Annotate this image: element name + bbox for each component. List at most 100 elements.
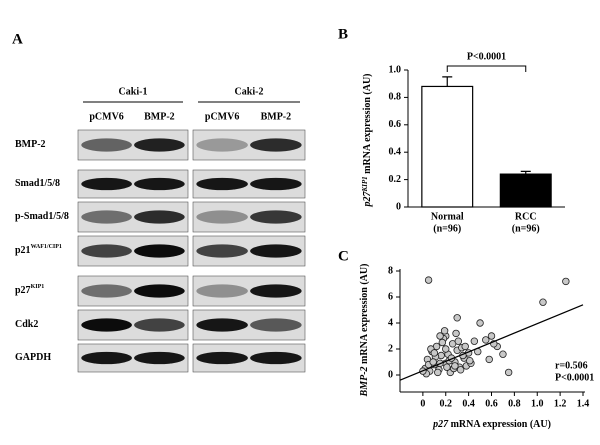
point [440, 327, 449, 335]
y-tick-label: 2 [388, 343, 393, 354]
lane-label: BMP-2 [261, 111, 292, 122]
significance-bracket [446, 65, 527, 72]
bar [499, 173, 552, 208]
panel-label: B [338, 26, 348, 42]
sample-size: (n=96) [433, 223, 461, 234]
band [134, 284, 185, 298]
protein: Cdk2 [15, 319, 38, 330]
band [250, 284, 302, 298]
protein: p-Smad1/5/8 [15, 211, 69, 222]
band [196, 318, 248, 332]
x-tick-label: 0.8 [508, 398, 521, 409]
y-tick-label: 1.0 [389, 64, 402, 75]
error-bar [442, 76, 453, 87]
point [424, 276, 433, 284]
band [81, 318, 132, 332]
point [504, 368, 513, 377]
y-axis-label: p27KIP1 mRNA expression (AU) [361, 73, 374, 207]
band [250, 138, 302, 152]
label-rest: mRNA expression (AU) [359, 264, 370, 367]
x-tick-label: 1.4 [577, 398, 590, 409]
band [81, 284, 132, 298]
point [436, 332, 444, 340]
band [81, 177, 132, 191]
point [454, 337, 463, 345]
y-tick-label: 0.6 [389, 119, 402, 130]
band [134, 351, 185, 365]
x-tick-label: 0.2 [440, 398, 453, 409]
band [134, 244, 185, 258]
band [196, 177, 248, 191]
row-label: BMP-2 [15, 139, 46, 150]
point [482, 336, 490, 344]
point [430, 349, 439, 357]
x-tick-label: 1.0 [531, 398, 544, 409]
x-tick-label: RCC [515, 211, 537, 222]
point [562, 277, 570, 286]
group-label: Caki-2 [235, 86, 264, 97]
label-rest: mRNA expression (AU) [448, 419, 551, 430]
trend-line [399, 304, 584, 381]
point [434, 368, 442, 377]
point [452, 329, 460, 338]
point [461, 342, 469, 351]
x-tick-label: 0.6 [485, 398, 498, 409]
lane-label: pCMV6 [205, 111, 239, 122]
point [499, 350, 507, 358]
band [81, 138, 132, 152]
band [196, 210, 248, 224]
label-rest: mRNA expression (AU) [362, 73, 373, 176]
y-tick-label: 0 [396, 201, 401, 212]
band [81, 244, 132, 258]
x-tick-label: Normal [431, 211, 464, 222]
protein: p21 [15, 245, 31, 256]
band [196, 244, 248, 258]
y-tick-label: 0.2 [389, 174, 402, 185]
gene-sup: KIP1 [361, 176, 369, 192]
protein-sup: WAF1/CIP1 [31, 244, 62, 250]
point [451, 362, 459, 370]
point [442, 345, 450, 353]
y-tick-label: 0 [388, 369, 393, 380]
annotation: P<0.0001 [467, 51, 506, 62]
annotation: P<0.0001 [555, 372, 594, 383]
annotation: r=0.506 [555, 360, 588, 371]
y-tick-label: 0.8 [389, 92, 402, 103]
panel-label: C [338, 248, 349, 264]
lane-label: pCMV6 [89, 111, 123, 122]
band [196, 138, 248, 152]
row-label: Smad1/5/8 [15, 178, 60, 189]
y-tick-label: 0.4 [389, 146, 402, 157]
point [453, 314, 461, 322]
bar [421, 85, 474, 208]
row-label: GAPDH [15, 352, 51, 363]
protein: GAPDH [15, 352, 51, 363]
point [443, 363, 451, 371]
row-label: p21WAF1/CIP1 [15, 244, 62, 256]
band [134, 210, 185, 224]
protein-sup: KIP1 [31, 284, 45, 290]
error-bar [520, 170, 531, 175]
band [250, 177, 302, 191]
point [487, 332, 496, 340]
y-tick-label: 6 [388, 291, 393, 302]
x-tick-label: 0.4 [462, 398, 475, 409]
group-label: Caki-1 [119, 86, 148, 97]
point [476, 319, 484, 327]
x-axis-label: p27 mRNA expression (AU) [432, 419, 551, 430]
y-tick-label: 4 [388, 317, 393, 328]
point [470, 337, 479, 345]
y-axis-label: BMP-2 mRNA expression (AU) [359, 264, 370, 398]
band [134, 318, 185, 332]
row-label: p27KIP1 [15, 284, 44, 296]
row-label: Cdk2 [15, 319, 38, 330]
band [196, 284, 248, 298]
band [250, 318, 302, 332]
point [456, 366, 465, 374]
band [134, 177, 185, 191]
point [429, 358, 437, 366]
gene: BMP-2 [359, 366, 370, 397]
band [81, 210, 132, 224]
x-tick-label: 0 [420, 398, 425, 409]
protein: p27 [15, 285, 31, 296]
